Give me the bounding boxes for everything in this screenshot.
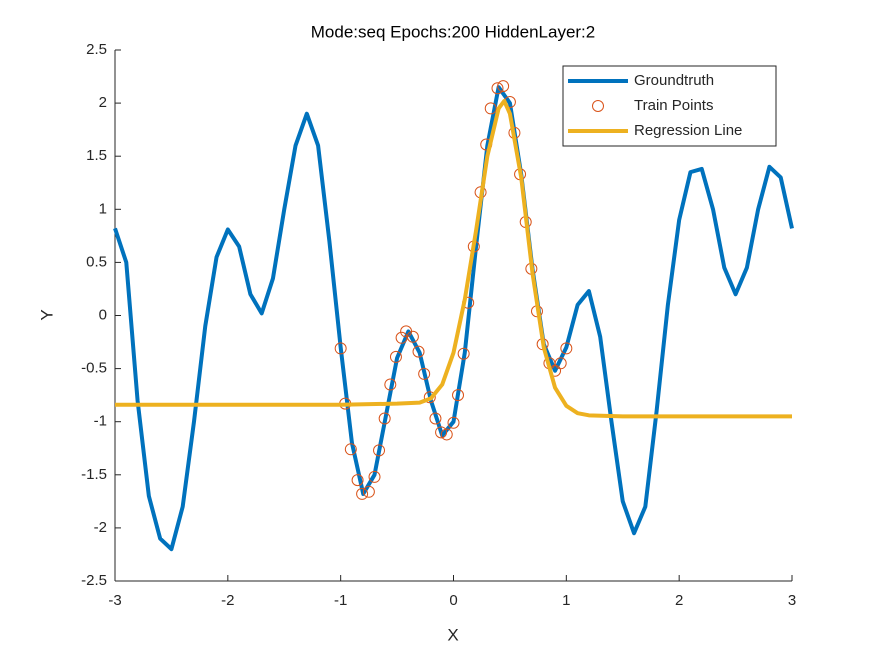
train-point xyxy=(560,342,573,355)
y-tick-label: -0.5 xyxy=(81,360,107,377)
y-tick-label: 1.5 xyxy=(86,147,107,164)
y-tick-label: 0 xyxy=(99,306,107,323)
train-point xyxy=(351,474,364,487)
train-point xyxy=(440,428,453,441)
y-tick-label: 2.5 xyxy=(86,41,107,58)
train-point xyxy=(423,391,436,404)
x-tick-label: -3 xyxy=(108,592,121,609)
legend-label: Regression Line xyxy=(634,122,742,139)
legend-label: Train Points xyxy=(634,97,713,114)
line xyxy=(115,98,792,419)
train-point xyxy=(497,80,510,93)
train-point xyxy=(457,347,470,360)
train-point xyxy=(435,426,448,439)
y-tick-label: 2 xyxy=(99,94,107,111)
train-point xyxy=(389,350,402,363)
train-point xyxy=(334,342,347,355)
chart-title: Mode:seq Epochs:200 HiddenLayer:2 xyxy=(311,22,595,41)
train-point xyxy=(452,389,465,402)
train-point xyxy=(368,470,381,483)
train-point xyxy=(373,444,386,457)
train-point xyxy=(554,357,567,370)
legend-label: Groundtruth xyxy=(634,72,714,89)
train-point xyxy=(447,416,460,429)
train-point xyxy=(378,412,391,425)
x-tick-label: 2 xyxy=(675,592,683,609)
legend: Groundtruth Train Points Regression Line xyxy=(562,65,777,147)
x-axis-label: X xyxy=(447,625,458,644)
y-tick-label: -1 xyxy=(94,413,107,430)
train-point xyxy=(344,443,357,456)
train-point xyxy=(384,378,397,391)
x-tick-label: 0 xyxy=(449,592,457,609)
y-tick-label: -2 xyxy=(94,519,107,536)
train-point xyxy=(491,82,504,95)
x-tick-label: 1 xyxy=(562,592,570,609)
y-axis-label: Y xyxy=(37,309,56,320)
train-point xyxy=(406,330,419,343)
legend-swatch xyxy=(592,100,604,112)
y-tick-label: -2.5 xyxy=(81,572,107,589)
train-point xyxy=(429,412,442,425)
y-tick-label: 1 xyxy=(99,200,107,217)
x-tick-label: -2 xyxy=(221,592,234,609)
x-tick-label: 3 xyxy=(788,592,796,609)
line xyxy=(113,85,794,552)
train-point xyxy=(412,345,425,358)
x-tick-label: -1 xyxy=(334,592,347,609)
train-point xyxy=(356,487,369,500)
train-point xyxy=(418,367,431,380)
train-point xyxy=(484,102,497,115)
y-tick-label: -1.5 xyxy=(81,466,107,483)
train-point xyxy=(362,485,375,498)
y-tick-label: 0.5 xyxy=(86,253,107,270)
